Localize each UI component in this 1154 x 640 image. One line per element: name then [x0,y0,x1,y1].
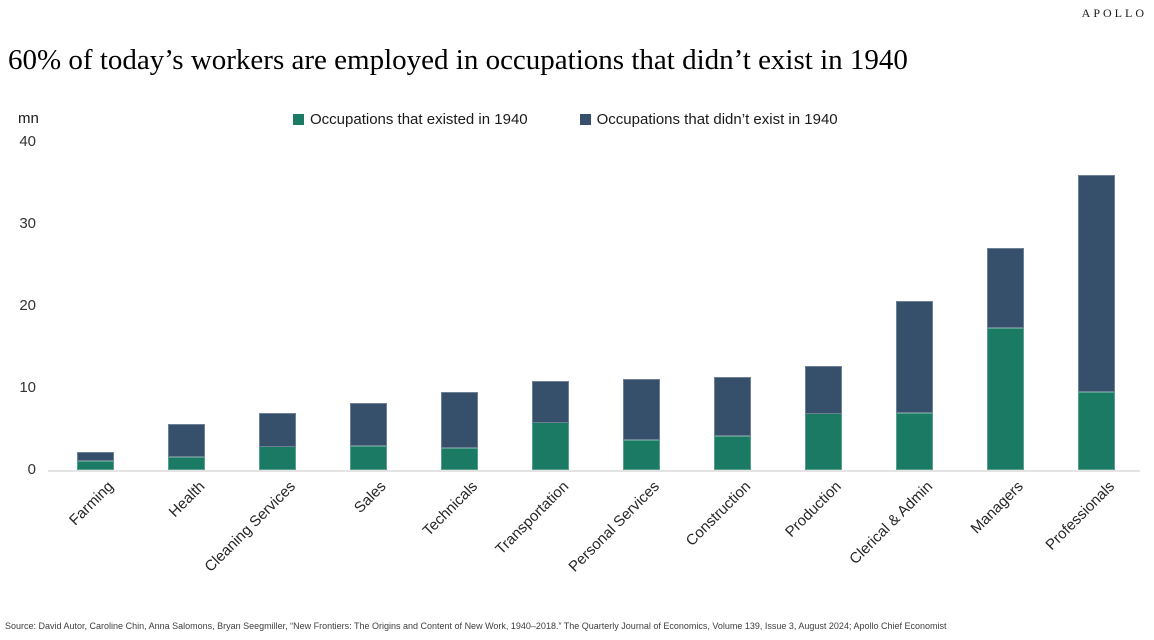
x-axis-category-label: Technicals [419,478,482,540]
bar-segment-existed [1078,392,1115,470]
chart-legend: Occupations that existed in 1940 Occupat… [293,111,838,128]
x-axis-category-label: Farming [66,478,118,529]
bar-segment-existed [532,422,569,470]
legend-label-new: Occupations that didn’t exist in 1940 [596,111,838,128]
bar-segment-existed [805,413,842,470]
bar-segment-new [896,301,933,413]
bar-segment-new [168,424,205,457]
legend-label-existed: Occupations that existed in 1940 [310,111,528,128]
x-axis-category-label: Health [165,478,209,521]
x-axis-category-label: Personal Services [565,478,664,576]
legend-swatch-existed-icon [293,114,304,125]
y-axis-tick-label: 40 [19,133,36,150]
legend-item-existed: Occupations that existed in 1940 [293,111,528,128]
y-axis-tick-label: 0 [27,461,36,478]
y-axis-tick-label: 30 [19,215,36,232]
bar-segment-existed [350,446,387,470]
bar-segment-new [805,366,842,414]
bar-segment-existed [714,436,751,470]
x-axis-category-label: Construction [682,478,755,550]
bar-segment-new [532,381,569,423]
x-axis-category-label: Transportation [491,478,573,559]
x-axis-category-label: Cleaning Services [201,478,300,576]
bar-segment-existed [77,461,114,470]
legend-swatch-new-icon [579,114,591,125]
bar-segment-existed [987,328,1024,470]
legend-item-new: Occupations that didn’t exist in 1940 [579,111,838,128]
y-axis-unit-label: mn [18,110,39,127]
x-axis-category-label: Clerical & Admin [846,478,937,568]
bar-segment-existed [623,440,660,470]
bar-segment-new [259,413,296,447]
x-axis-line [48,470,1140,472]
y-axis-tick-label: 20 [19,297,36,314]
bar-segment-new [987,248,1024,328]
x-axis-category-label: Sales [351,478,391,517]
x-axis-category-label: Professionals [1042,478,1119,554]
x-axis-category-label: Managers [967,478,1028,538]
x-axis-category-label: Production [782,478,846,541]
source-note: Source: David Autor, Caroline Chin, Anna… [5,621,947,631]
bar-segment-new [441,392,478,448]
bar-segment-existed [896,413,933,470]
bar-segment-new [623,379,660,440]
y-axis-tick-label: 10 [19,379,36,396]
apollo-logo: APOLLO [1081,6,1147,20]
bar-segment-existed [441,448,478,470]
bar-segment-new [350,403,387,446]
bar-segment-existed [168,457,205,470]
bar-segment-new [714,377,751,436]
bar-segment-new [77,452,114,461]
bar-segment-existed [259,446,296,470]
bar-segment-new [1078,175,1115,392]
chart-title: 60% of today’s workers are employed in o… [8,44,908,76]
